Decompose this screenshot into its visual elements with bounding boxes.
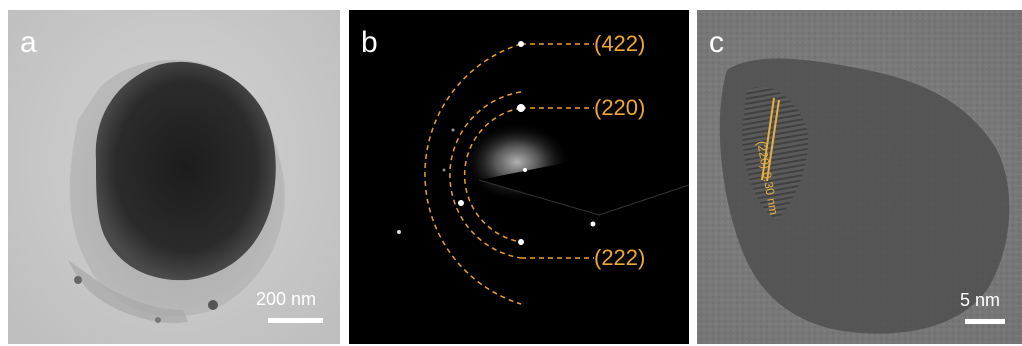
panel-a-tem-image: a 200 nm [8,10,340,344]
panel-c-hrtem-image: c (220) 0.30 nm 5 nm [697,10,1022,344]
scale-bar-a [268,318,323,323]
ring-label-220: (220) [594,95,646,120]
scale-bar-c [965,319,1005,324]
ring-label-222: (222) [594,245,646,270]
diffraction-graphic [397,41,689,305]
panel-label-a: a [20,26,37,59]
panel-label-b: b [361,26,378,59]
ring-label-422: (422) [594,31,646,56]
panel-b-diffraction-pattern: b (422) (220) (222) [349,10,689,344]
scale-bar-label-a: 200 nm [256,289,317,309]
scale-bar-label-c: 5 nm [960,290,1001,310]
particle-graphic [68,59,285,324]
hrtem-graphic [697,10,1022,344]
panel-label-c: c [709,26,724,59]
